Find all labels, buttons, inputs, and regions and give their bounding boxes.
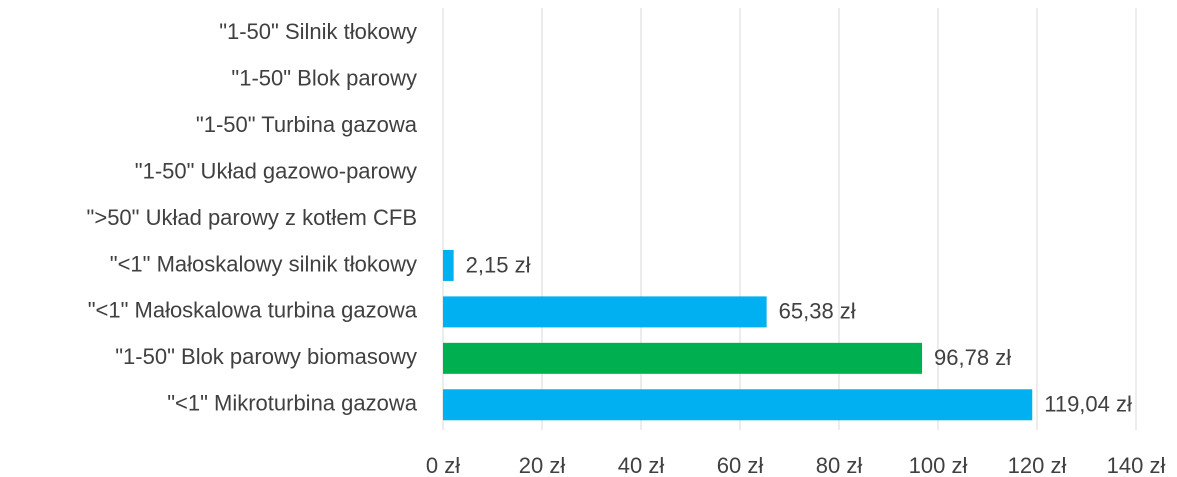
y-tick-label: "1-50" Układ gazowo-parowy bbox=[135, 158, 417, 183]
bar bbox=[443, 389, 1033, 421]
x-tick-label: 0 zł bbox=[426, 453, 460, 477]
y-tick-label: "<1" Mikroturbina gazowa bbox=[167, 391, 418, 416]
bar bbox=[443, 296, 767, 328]
y-tick-label: ">50" Układ parowy z kotłem CFB bbox=[87, 205, 417, 230]
y-tick-label: "<1" Małoskalowy silnik tłokowy bbox=[110, 251, 417, 276]
x-tick-label: 20 zł bbox=[519, 453, 566, 477]
bar bbox=[443, 249, 454, 281]
x-tick-label: 40 zł bbox=[618, 453, 665, 477]
data-label: 65,38 zł bbox=[779, 299, 856, 324]
x-tick-label: 80 zł bbox=[816, 453, 863, 477]
x-tick-label: 140 zł bbox=[1107, 453, 1166, 477]
x-tick-label: 120 zł bbox=[1008, 453, 1067, 477]
x-tick-label: 60 zł bbox=[717, 453, 764, 477]
x-tick-label: 100 zł bbox=[909, 453, 968, 477]
y-tick-label: "<1" Małoskalowa turbina gazowa bbox=[88, 298, 418, 323]
data-label: 96,78 zł bbox=[934, 345, 1011, 370]
data-label: 119,04 zł bbox=[1044, 392, 1132, 417]
y-tick-label: "1-50" Silnik tłokowy bbox=[219, 19, 417, 44]
y-tick-label: "1-50" Blok parowy bbox=[231, 65, 417, 90]
y-tick-label: "1-50" Blok parowy biomasowy bbox=[115, 344, 417, 369]
data-label: 2,15 zł bbox=[466, 252, 531, 277]
y-tick-label: "1-50" Turbina gazowa bbox=[196, 112, 418, 137]
bar bbox=[443, 342, 923, 374]
